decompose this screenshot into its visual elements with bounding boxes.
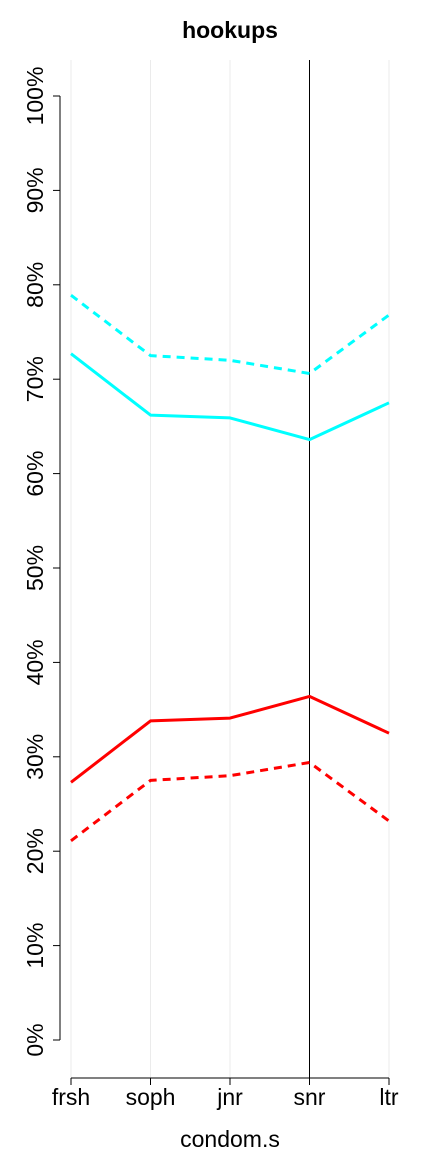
x-tick-label: jnr [216,1084,243,1110]
axes [53,95,390,1085]
x-tick-label: ltr [379,1084,399,1110]
y-tick-label: 30% [22,734,48,780]
y-tick-label: 100% [22,67,48,126]
y-tick-label: 40% [22,639,48,685]
x-tick-label: soph [126,1084,176,1110]
x-tick-label: snr [294,1084,326,1110]
series-lines [70,294,390,842]
y-tick-label: 80% [22,262,48,308]
series-line-3 [70,694,390,784]
y-tick-label: 50% [22,545,48,591]
y-tick-label: 20% [22,828,48,874]
y-tick-label: 0% [22,1023,48,1056]
y-tick-label: 90% [22,167,48,213]
grid [70,60,390,1078]
y-tick-label: 60% [22,451,48,497]
x-axis-title: condom.s [180,1126,280,1152]
x-tick-label: frsh [52,1084,90,1110]
y-tick-label: 10% [22,923,48,969]
series-line-2 [70,352,390,442]
y-tick-label: 70% [22,356,48,402]
tick-labels: 0% 10% 20% 30% 40% 50% 60% 70% 80% 90% 100% frsh sop… [22,67,399,1110]
chart-title: hookups [182,17,278,43]
